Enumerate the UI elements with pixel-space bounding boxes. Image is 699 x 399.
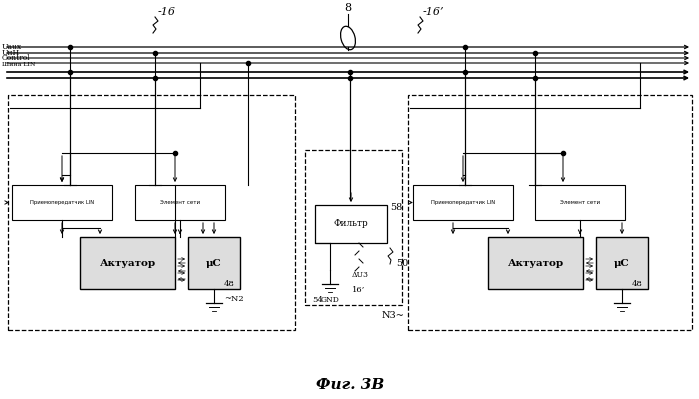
Text: Актуатор: Актуатор <box>507 259 563 267</box>
Text: -16: -16 <box>158 7 176 17</box>
Bar <box>80 237 175 289</box>
Text: 48: 48 <box>632 280 643 288</box>
Text: 48: 48 <box>224 280 235 288</box>
Bar <box>12 185 112 220</box>
Text: ΔU3: ΔU3 <box>352 271 369 279</box>
Text: Элемент сети: Элемент сети <box>560 200 600 205</box>
Text: Control: Control <box>2 54 31 62</box>
Text: 16’: 16’ <box>352 286 366 294</box>
Text: UнH: UнH <box>2 49 20 57</box>
Text: ~N2: ~N2 <box>224 295 244 303</box>
Text: N3~: N3~ <box>382 310 405 320</box>
Bar <box>408 95 692 330</box>
Bar <box>8 95 295 330</box>
Text: Актуатор: Актуатор <box>99 259 156 267</box>
Text: GND: GND <box>321 296 340 304</box>
Text: Uaux: Uaux <box>2 43 22 51</box>
Bar <box>135 185 225 220</box>
Text: 54: 54 <box>312 296 324 304</box>
Text: Фиг. 3В: Фиг. 3В <box>316 378 384 392</box>
Text: Приемопередатчик LIN: Приемопередатчик LIN <box>30 200 94 205</box>
Bar <box>315 205 387 243</box>
Bar <box>188 237 240 289</box>
Text: 50: 50 <box>396 259 408 269</box>
Bar <box>535 185 625 220</box>
Text: 58: 58 <box>390 203 402 213</box>
Text: Фильтр: Фильтр <box>333 219 368 229</box>
Text: 8: 8 <box>345 3 352 13</box>
Bar <box>596 237 648 289</box>
Text: Элемент сети: Элемент сети <box>160 200 200 205</box>
Bar <box>305 150 402 305</box>
Text: μC: μC <box>614 259 630 267</box>
Text: μC: μC <box>206 259 222 267</box>
Bar <box>488 237 583 289</box>
Text: Приемопередатчик LIN: Приемопередатчик LIN <box>431 200 495 205</box>
Bar <box>413 185 513 220</box>
Text: Шина LIN: Шина LIN <box>2 61 36 67</box>
Text: -16’: -16’ <box>423 7 445 17</box>
